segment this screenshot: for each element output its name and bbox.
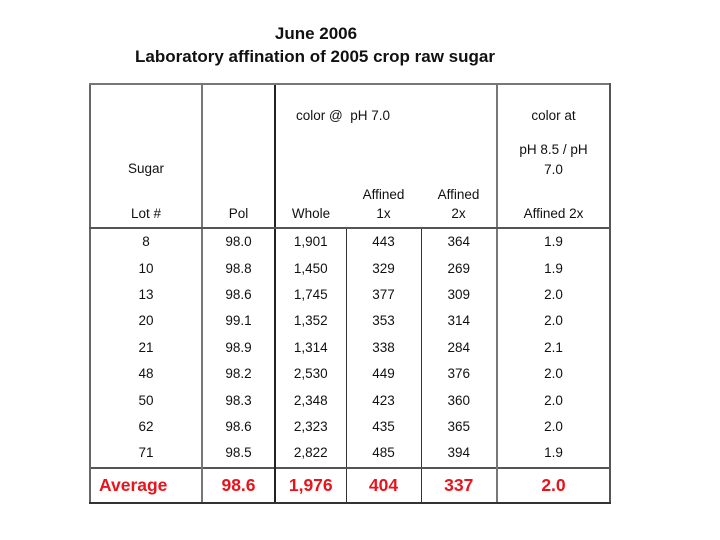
affination-table: Sugar Lot # Pol color @ pH 7.0 Whole Aff…	[89, 83, 611, 504]
affined1x-cell: 449	[345, 360, 421, 388]
average-affined2x: 337	[420, 466, 497, 504]
header-lot-cell: Sugar Lot #	[89, 83, 202, 229]
header-ratio-cell: color at pH 8.5 / pH 7.0 Affined 2x	[496, 83, 611, 229]
pol-cell: 98.0	[201, 228, 275, 256]
header-sugar: Sugar	[127, 161, 165, 176]
header-ratio-line4: Affined 2x	[523, 206, 584, 221]
whole-cell: 1,450	[274, 255, 346, 282]
lot-cell: 10	[89, 255, 202, 282]
lot-cell: 20	[89, 308, 202, 335]
whole-cell: 2,822	[274, 440, 346, 468]
ratio-cell: 2.0	[496, 281, 611, 309]
pol-cell: 99.1	[201, 308, 275, 335]
lot-cell: 50	[89, 387, 202, 414]
header-whole-cell: color @ pH 7.0 Whole	[274, 83, 390, 229]
lot-cell: 21	[89, 334, 202, 361]
ratio-cell: 1.9	[496, 255, 611, 282]
affined2x-cell: 376	[420, 360, 497, 388]
average-affined1x: 404	[345, 466, 421, 504]
lot-cell: 8	[89, 228, 202, 256]
average-ratio: 2.0	[496, 466, 611, 504]
affined1x-cell: 435	[345, 413, 421, 441]
table-row: 10 98.8 1,450 329 269 1.9	[89, 255, 611, 282]
header-pol: Pol	[228, 206, 249, 221]
header-affined2x-line1: Affined	[437, 187, 480, 202]
affined2x-cell: 284	[420, 334, 497, 361]
whole-cell: 1,314	[274, 334, 346, 361]
table-row: 21 98.9 1,314 338 284 2.1	[89, 334, 611, 361]
average-label: Average	[89, 466, 202, 504]
whole-cell: 2,348	[274, 387, 346, 414]
table-row: 13 98.6 1,745 377 309 2.0	[89, 281, 611, 309]
lot-cell: 71	[89, 440, 202, 468]
header-whole: Whole	[291, 206, 331, 221]
whole-cell: 1,352	[274, 308, 346, 335]
header-ratio-line2: pH 8.5 / pH	[519, 142, 588, 157]
ratio-cell: 2.0	[496, 413, 611, 441]
whole-cell: 1,745	[274, 281, 346, 309]
affined2x-cell: 394	[420, 440, 497, 468]
header-affined2x-line2: 2x	[451, 206, 466, 221]
affined1x-cell: 423	[345, 387, 421, 414]
pol-cell: 98.9	[201, 334, 275, 361]
header-pol-cell: Pol	[201, 83, 275, 229]
ratio-cell: 1.9	[496, 440, 611, 468]
table-row: 20 99.1 1,352 353 314 2.0	[89, 308, 611, 335]
table-row: 71 98.5 2,822 485 394 1.9	[89, 440, 611, 468]
ratio-cell: 2.0	[496, 360, 611, 388]
affined1x-cell: 353	[345, 308, 421, 335]
ratio-cell: 1.9	[496, 228, 611, 256]
header-ratio-line3: 7.0	[544, 162, 563, 177]
affined2x-cell: 364	[420, 228, 497, 256]
title-description: Laboratory affination of 2005 crop raw s…	[135, 47, 495, 66]
whole-cell: 1,901	[274, 228, 346, 256]
average-whole: 1,976	[274, 466, 346, 504]
affined1x-cell: 329	[345, 255, 421, 282]
title-date: June 2006	[274, 24, 358, 43]
table-row: 50 98.3 2,348 423 360 2.0	[89, 387, 611, 414]
affined2x-cell: 314	[420, 308, 497, 335]
whole-cell: 2,530	[274, 360, 346, 388]
header-affined1x-line2: 1x	[376, 206, 391, 221]
affined2x-cell: 360	[420, 387, 497, 414]
table-row: 62 98.6 2,323 435 365 2.0	[89, 413, 611, 441]
pol-cell: 98.3	[201, 387, 275, 414]
affined2x-cell: 309	[420, 281, 497, 309]
affined1x-cell: 338	[345, 334, 421, 361]
header-row: Sugar Lot # Pol color @ pH 7.0 Whole Aff…	[89, 83, 611, 229]
table-row: 8 98.0 1,901 443 364 1.9	[89, 228, 611, 256]
whole-cell: 2,323	[274, 413, 346, 441]
affined1x-cell: 443	[345, 228, 421, 256]
average-pol: 98.6	[201, 466, 275, 504]
ratio-cell: 2.0	[496, 308, 611, 335]
affined2x-cell: 365	[420, 413, 497, 441]
header-affined2x-cell: Affined 2x	[421, 83, 497, 229]
header-affined1x-line1: Affined	[362, 187, 405, 202]
affined1x-cell: 485	[345, 440, 421, 468]
affined2x-cell: 269	[420, 255, 497, 282]
table-row: 48 98.2 2,530 449 376 2.0	[89, 360, 611, 388]
lot-cell: 13	[89, 281, 202, 309]
affined1x-cell: 377	[345, 281, 421, 309]
ratio-cell: 2.1	[496, 334, 611, 361]
lot-cell: 48	[89, 360, 202, 388]
ratio-cell: 2.0	[496, 387, 611, 414]
pol-cell: 98.2	[201, 360, 275, 388]
header-lot: Lot #	[130, 206, 162, 221]
pol-cell: 98.6	[201, 281, 275, 309]
pol-cell: 98.8	[201, 255, 275, 282]
header-affined1x-cell: Affined 1x	[346, 83, 421, 229]
header-ratio-line1: color at	[531, 108, 576, 123]
pol-cell: 98.5	[201, 440, 275, 468]
average-row: Average 98.6 1,976 404 337 2.0	[89, 466, 611, 504]
lot-cell: 62	[89, 413, 202, 441]
pol-cell: 98.6	[201, 413, 275, 441]
